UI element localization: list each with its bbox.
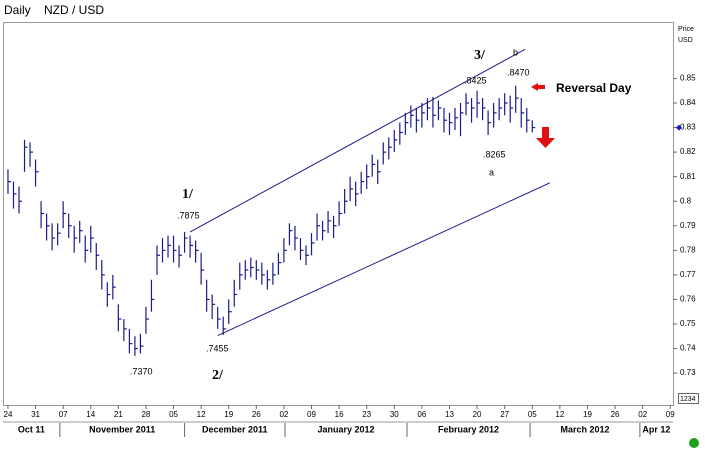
chart-title: NZD / USD [44, 3, 104, 17]
y-tick-label: 0.77 [680, 270, 696, 279]
x-tick-label: 30 [390, 410, 399, 419]
period-label: Daily [4, 3, 31, 17]
plot-frame [3, 22, 674, 406]
month-label: February 2012 [438, 424, 499, 434]
month-label: December 2011 [202, 424, 268, 434]
last-price-marker [676, 124, 682, 131]
y-tick-label: 0.8 [680, 196, 692, 205]
x-tick-label: 12 [555, 410, 564, 419]
x-tick-label: 27 [500, 410, 509, 419]
arrow-down [536, 127, 555, 148]
x-tick-label: 05 [528, 410, 537, 419]
x-tick-label: 12 [197, 410, 206, 419]
month-label: January 2012 [317, 424, 374, 434]
y-tick-label: 0.81 [680, 172, 696, 181]
annotation: .8470 [507, 67, 530, 77]
widget-label: 1234 [680, 396, 696, 403]
y-tick-label: 0.83 [680, 123, 696, 132]
month-label: November 2011 [89, 424, 155, 434]
month-label: Apr 12 [642, 424, 670, 434]
y-axis-label: Price [678, 26, 694, 33]
annotation: 1/ [182, 187, 194, 202]
y-tick-label: 0.85 [680, 74, 696, 83]
x-tick-label: 28 [141, 410, 150, 419]
month-label: Oct 11 [18, 424, 45, 434]
y-tick-label: 0.78 [680, 245, 696, 254]
y-tick-label: 0.79 [680, 221, 696, 230]
annotation: a [489, 167, 494, 177]
x-tick-label: 20 [473, 410, 482, 419]
y-tick-label: 0.74 [680, 344, 696, 353]
x-tick-label: 02 [279, 410, 288, 419]
x-tick-label: 31 [31, 410, 40, 419]
arrow-left [531, 83, 545, 91]
x-tick-label: 09 [666, 410, 675, 419]
x-tick-label: 24 [4, 410, 13, 419]
x-tick-label: 05 [169, 410, 178, 419]
y-axis-label: USD [678, 37, 693, 44]
x-tick-label: 21 [114, 410, 123, 419]
x-tick-label: 13 [445, 410, 454, 419]
trend-line [189, 48, 526, 233]
x-tick-label: 19 [224, 410, 233, 419]
annotation: .8425 [464, 75, 487, 85]
x-tick-label: 02 [638, 410, 647, 419]
annotation: Reversal Day [556, 81, 632, 95]
x-tick-label: 19 [583, 410, 592, 419]
trend-line [217, 182, 551, 336]
x-tick-label: 14 [86, 410, 95, 419]
x-tick-label: 09 [307, 410, 316, 419]
y-tick-label: 0.75 [680, 319, 696, 328]
annotation: .7370 [130, 366, 153, 376]
x-tick-label: 23 [362, 410, 371, 419]
x-tick-label: 07 [59, 410, 68, 419]
x-tick-label: 26 [611, 410, 620, 419]
annotation: 2/ [212, 368, 224, 383]
annotation: .7455 [206, 343, 229, 353]
status-dot [689, 438, 699, 448]
y-tick-label: 0.73 [680, 368, 696, 377]
y-tick-label: 0.76 [680, 295, 696, 304]
annotation: 3/ [474, 48, 486, 63]
x-tick-label: 16 [335, 410, 344, 419]
month-label: March 2012 [560, 424, 609, 434]
x-tick-label: 06 [417, 410, 426, 419]
annotation: .7875 [177, 210, 200, 220]
widget-box [678, 393, 699, 404]
y-tick-label: 0.82 [680, 147, 696, 156]
y-tick-label: 0.84 [680, 98, 696, 107]
annotation: .8265 [483, 149, 506, 159]
x-tick-label: 26 [252, 410, 261, 419]
annotation: b [513, 47, 518, 57]
